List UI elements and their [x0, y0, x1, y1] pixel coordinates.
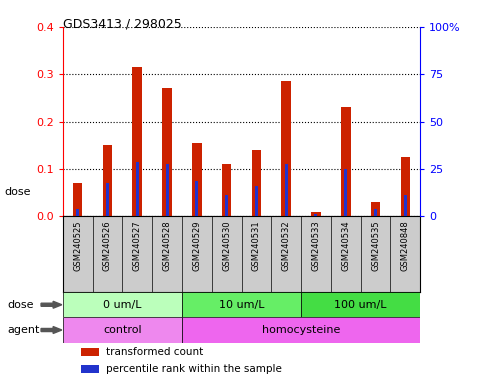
Bar: [404, 195, 407, 216]
Text: GSM240848: GSM240848: [401, 220, 410, 271]
Bar: [106, 183, 109, 216]
Bar: [136, 162, 139, 216]
Text: 10 um/L: 10 um/L: [219, 300, 264, 310]
Bar: [166, 164, 169, 216]
Bar: [400, 157, 410, 216]
Bar: [341, 108, 351, 216]
Bar: [132, 67, 142, 216]
Text: 0 um/L: 0 um/L: [103, 300, 142, 310]
Bar: [81, 364, 99, 373]
Text: GSM240529: GSM240529: [192, 220, 201, 271]
Text: percentile rank within the sample: percentile rank within the sample: [106, 364, 282, 374]
Text: agent: agent: [7, 325, 40, 335]
Bar: [282, 81, 291, 216]
Text: 100 um/L: 100 um/L: [334, 300, 387, 310]
Bar: [284, 164, 288, 216]
Bar: [255, 185, 258, 216]
Bar: [63, 292, 182, 318]
Bar: [73, 183, 83, 216]
Text: GSM240527: GSM240527: [133, 220, 142, 271]
Text: GSM240532: GSM240532: [282, 220, 291, 271]
Bar: [222, 164, 231, 216]
Bar: [192, 143, 201, 216]
Text: GSM240534: GSM240534: [341, 220, 350, 271]
Text: GSM240525: GSM240525: [73, 220, 82, 271]
Bar: [225, 195, 228, 216]
Text: GDS3413 / 298025: GDS3413 / 298025: [63, 17, 182, 30]
Bar: [103, 145, 112, 216]
Bar: [81, 348, 99, 356]
Bar: [374, 209, 377, 216]
Text: GSM240526: GSM240526: [103, 220, 112, 271]
Text: GSM240530: GSM240530: [222, 220, 231, 271]
Text: homocysteine: homocysteine: [262, 325, 340, 335]
Text: dose: dose: [7, 300, 34, 310]
Bar: [63, 318, 182, 343]
Bar: [344, 169, 347, 216]
Bar: [162, 88, 172, 216]
Text: GSM240535: GSM240535: [371, 220, 380, 271]
Bar: [371, 202, 380, 216]
Bar: [301, 292, 420, 318]
Text: GSM240528: GSM240528: [163, 220, 171, 271]
Bar: [76, 209, 79, 216]
Bar: [311, 212, 321, 216]
Bar: [314, 214, 317, 216]
Bar: [252, 150, 261, 216]
Bar: [182, 292, 301, 318]
Bar: [182, 318, 420, 343]
Text: dose: dose: [5, 187, 31, 197]
Bar: [195, 181, 199, 216]
Text: GSM240531: GSM240531: [252, 220, 261, 271]
Text: control: control: [103, 325, 142, 335]
Text: transformed count: transformed count: [106, 347, 203, 357]
Text: GSM240533: GSM240533: [312, 220, 320, 271]
